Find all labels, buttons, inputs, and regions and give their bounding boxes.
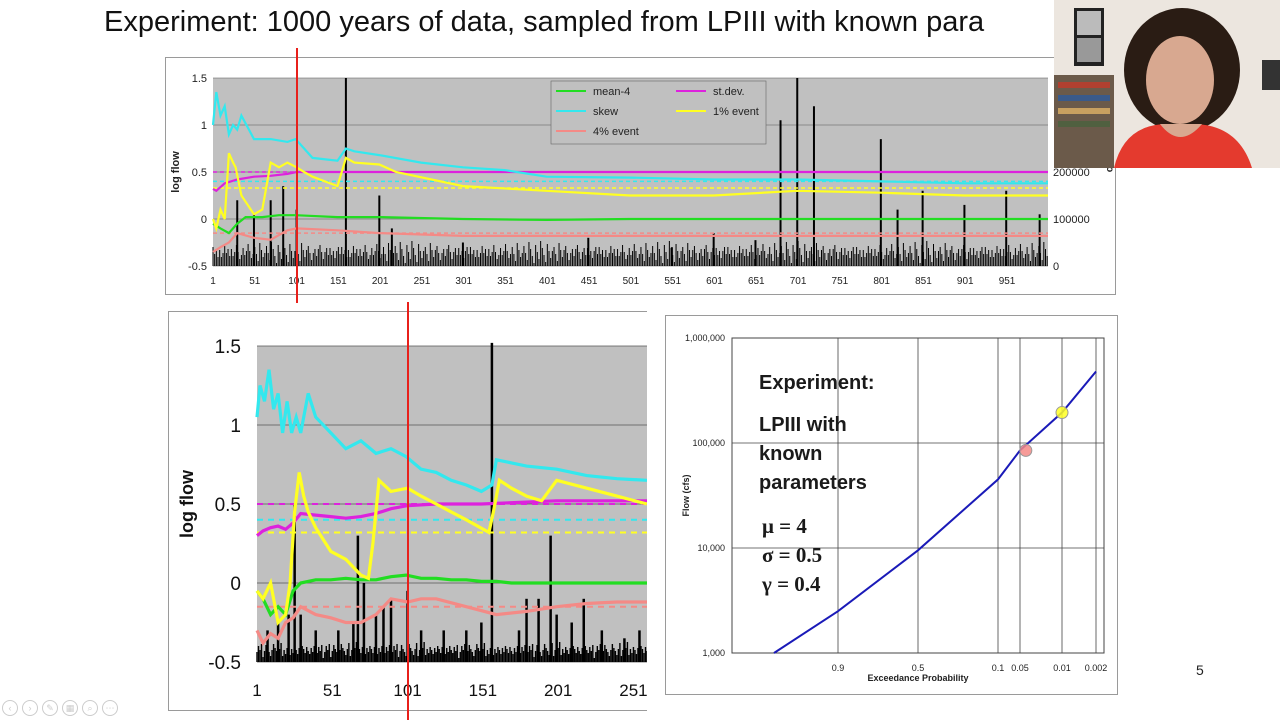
legend-box xyxy=(550,80,767,145)
zoom-icon[interactable]: ⌕ xyxy=(82,700,98,716)
x-tick-label: 151 xyxy=(330,276,347,287)
series-line-mean-4 xyxy=(212,214,1048,235)
annotation-param-gamma: γ = 0.4 xyxy=(762,572,821,596)
y-tick-label: 0 xyxy=(201,214,207,226)
point-1-event xyxy=(1055,406,1069,420)
presenter-webcam xyxy=(1054,0,1280,168)
x-tick-label: 951 xyxy=(999,276,1016,287)
x-tick-label: 151 xyxy=(469,681,497,700)
x-tick-label: 351 xyxy=(497,276,514,287)
x-tick-label: 0.05 xyxy=(1011,663,1029,673)
legend-label-4-event: 4% event xyxy=(593,126,639,138)
x-tick-label: 251 xyxy=(414,276,431,287)
secondary-y-tick-label: 200000 xyxy=(1053,167,1090,179)
frequency-chart: 1,000,000 100,000 10,000 1,000 0.9 0.5 0.1 0.05… xyxy=(681,333,1108,683)
x-tick-label: 751 xyxy=(832,276,849,287)
gallery-icon[interactable]: ▦ xyxy=(62,700,78,716)
x-tick-label: 551 xyxy=(664,276,681,287)
x-tick-label: 851 xyxy=(915,276,932,287)
top-chart-panel: 1.510.50-0.52000001000000flolog flow1511… xyxy=(165,57,1116,295)
y-tick-label: 100,000 xyxy=(692,438,725,448)
next-icon[interactable]: › xyxy=(22,700,38,716)
series-line-st-dev xyxy=(256,499,647,537)
x-tick-label: 51 xyxy=(249,276,261,287)
series-line-st-dev xyxy=(212,170,1048,193)
y-tick-label: 1,000,000 xyxy=(685,333,725,343)
y-tick-label: 10,000 xyxy=(697,543,725,553)
x-tick-label: 301 xyxy=(455,276,472,287)
x-tick-label: 901 xyxy=(957,276,974,287)
y-tick-label: 1,000 xyxy=(702,648,725,658)
x-tick-label: 801 xyxy=(873,276,890,287)
x-tick-label: 451 xyxy=(581,276,598,287)
x-tick-label: 601 xyxy=(706,276,723,287)
x-tick-label: 501 xyxy=(623,276,640,287)
series-line-4-event xyxy=(212,227,1048,253)
x-tick-label: 0.1 xyxy=(992,663,1005,673)
x-tick-label: 51 xyxy=(323,681,342,700)
y-axis-label: log flow xyxy=(177,469,197,538)
series-line-1-event xyxy=(211,152,1048,233)
zoom-marker-line xyxy=(407,302,409,720)
point-4-event xyxy=(1019,443,1033,457)
top-marker-line xyxy=(296,48,298,303)
x-tick-label: 0.01 xyxy=(1053,663,1071,673)
x-tick-label: 1 xyxy=(252,681,261,700)
prev-icon[interactable]: ‹ xyxy=(2,700,18,716)
x-tick-label: 251 xyxy=(619,681,647,700)
series-line-skew xyxy=(211,91,1048,185)
annotation-subtitle-1: LPIII with xyxy=(759,414,847,436)
x-tick-label: 0.9 xyxy=(832,663,845,673)
x-tick-label: 0.5 xyxy=(912,663,925,673)
secondary-y-tick-label: 100000 xyxy=(1053,214,1090,226)
y-tick-label: 1.5 xyxy=(192,73,207,85)
annotation-heading: Experiment: xyxy=(759,372,875,394)
legend: mean-4 st.dev. skew 1% event 4% event xyxy=(550,80,767,145)
annotation-param-sigma: σ = 0.5 xyxy=(762,543,823,567)
legend-label-skew: skew xyxy=(593,106,618,118)
pen-icon[interactable]: ✎ xyxy=(42,700,58,716)
y-axis-label: Flow (cfs) xyxy=(681,474,691,516)
frequency-chart-panel: 1,000,000 100,000 10,000 1,000 0.9 0.5 0.1 0.05… xyxy=(665,315,1118,695)
legend-label-st-dev: st.dev. xyxy=(713,86,745,98)
page-number: 5 xyxy=(1196,662,1204,678)
annotation-subtitle-2: known xyxy=(759,443,823,465)
y-tick-label: -0.5 xyxy=(208,653,241,674)
x-tick-label: 201 xyxy=(544,681,572,700)
series-line-skew xyxy=(255,369,648,494)
y-tick-label: 1 xyxy=(230,416,241,437)
top-chart: 1.510.50-0.52000001000000flolog flow1511… xyxy=(170,73,1115,287)
secondary-y-tick-label: 0 xyxy=(1053,261,1059,273)
legend-label-mean-4: mean-4 xyxy=(593,86,630,98)
x-tick-label: 651 xyxy=(748,276,765,287)
annotation-param-mu: μ = 4 xyxy=(762,514,807,538)
legend-label-1-event: 1% event xyxy=(713,106,759,118)
series-line-4-event xyxy=(255,597,647,646)
y-tick-label: 0 xyxy=(230,574,241,595)
series-line-1-event xyxy=(255,472,648,626)
x-tick-label: 1 xyxy=(210,276,216,287)
y-tick-label: 0.5 xyxy=(215,495,241,516)
presenter-video-icon xyxy=(1054,0,1280,168)
slide-title: Experiment: 1000 years of data, sampled … xyxy=(104,6,985,38)
more-icon[interactable]: ⋯ xyxy=(102,700,118,716)
y-axis-label: log flow xyxy=(170,151,182,193)
presentation-toolbar: ‹ › ✎ ▦ ⌕ ⋯ xyxy=(2,700,118,716)
x-axis-label: Exceedance Probability xyxy=(867,673,968,683)
x-tick-label: 0.002 xyxy=(1085,663,1108,673)
x-tick-label: 201 xyxy=(372,276,389,287)
y-tick-label: 1.5 xyxy=(215,337,241,358)
y-tick-label: 0.5 xyxy=(192,167,207,179)
y-tick-label: 1 xyxy=(201,120,207,132)
annotation-subtitle-3: parameters xyxy=(759,472,867,494)
x-tick-label: 701 xyxy=(790,276,807,287)
y-tick-label: -0.5 xyxy=(188,261,207,273)
x-tick-label: 401 xyxy=(539,276,556,287)
